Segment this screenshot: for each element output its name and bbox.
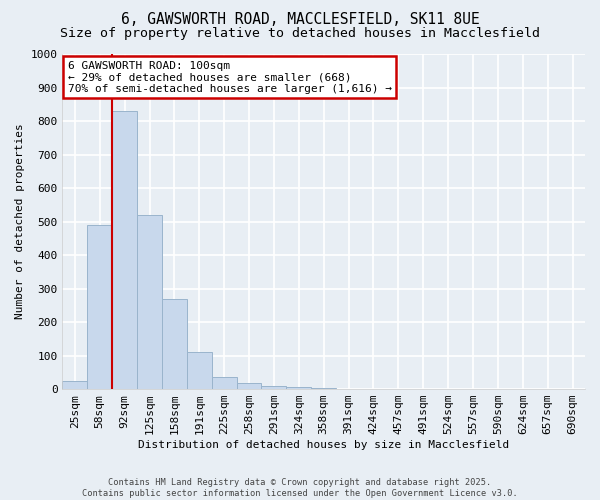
Text: 6 GAWSWORTH ROAD: 100sqm
← 29% of detached houses are smaller (668)
70% of semi-: 6 GAWSWORTH ROAD: 100sqm ← 29% of detach… [68,60,392,94]
Bar [187,352,212,389]
Bar [311,388,336,389]
Text: Size of property relative to detached houses in Macclesfield: Size of property relative to detached ho… [60,28,540,40]
Bar [236,383,262,389]
Bar [62,380,88,389]
Bar [262,386,286,389]
Text: 6, GAWSWORTH ROAD, MACCLESFIELD, SK11 8UE: 6, GAWSWORTH ROAD, MACCLESFIELD, SK11 8U… [121,12,479,28]
Bar [162,298,187,389]
Bar [137,215,162,389]
Bar [286,388,311,389]
X-axis label: Distribution of detached houses by size in Macclesfield: Distribution of detached houses by size … [138,440,509,450]
Bar [212,378,236,389]
Bar [88,225,112,389]
Text: Contains HM Land Registry data © Crown copyright and database right 2025.
Contai: Contains HM Land Registry data © Crown c… [82,478,518,498]
Y-axis label: Number of detached properties: Number of detached properties [15,124,25,320]
Bar [112,111,137,389]
